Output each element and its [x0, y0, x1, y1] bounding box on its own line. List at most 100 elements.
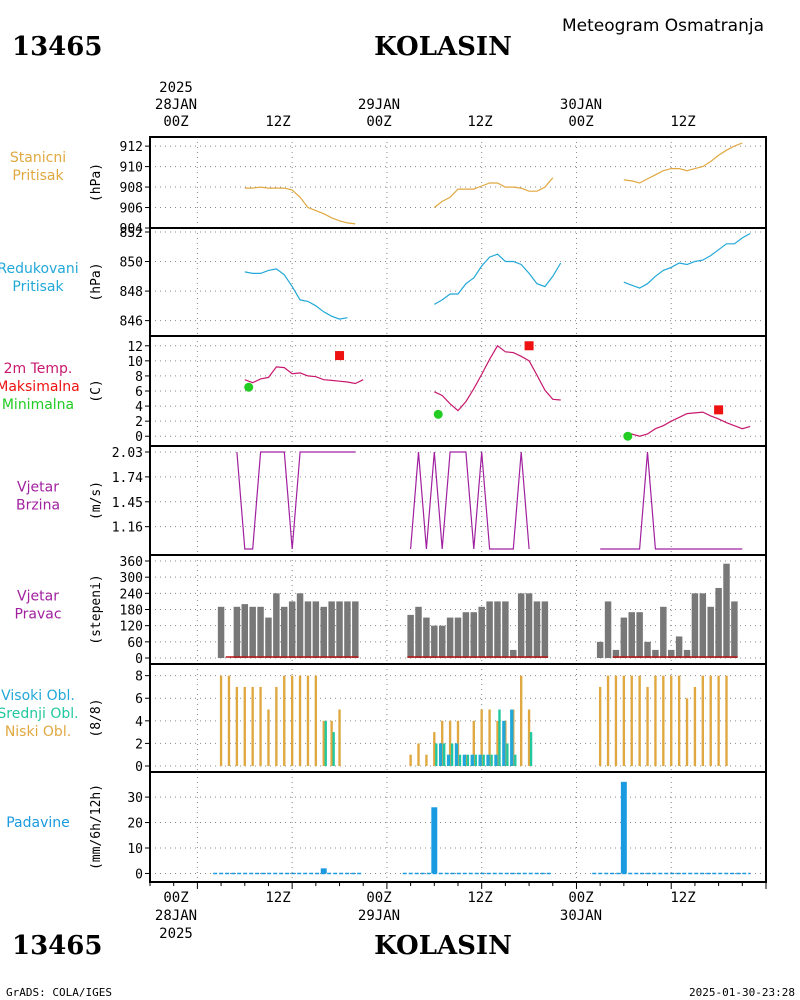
- mid-cloud-bar: [435, 743, 438, 766]
- precip-bar: [320, 868, 327, 874]
- top-date-2: 29JAN: [358, 97, 400, 113]
- mid-cloud-bar: [529, 732, 533, 766]
- top-tick-3: 00Z: [366, 114, 391, 130]
- wind-direction-bar: [541, 601, 549, 658]
- y-tick-label: 180: [120, 604, 143, 619]
- footer-credit: GrADS: COLA/IGES: [6, 986, 112, 999]
- low-cloud-bar: [519, 675, 523, 766]
- precip-bar: [620, 781, 627, 874]
- high-cloud-bar: [470, 754, 474, 766]
- y-tick-label: 10: [127, 355, 143, 370]
- y-tick-label: 1.16: [112, 521, 143, 536]
- wind-direction-bar: [612, 649, 620, 658]
- y-tick-label: 846: [120, 315, 143, 330]
- wind-direction-bar: [352, 601, 359, 658]
- panel-label: Visoki Obl.: [1, 688, 75, 704]
- panel-label: Pritisak: [12, 168, 64, 184]
- wind-direction-bar: [644, 641, 651, 658]
- wind-speed-line: [410, 451, 530, 550]
- wind-direction-bar: [462, 612, 470, 658]
- panel-frame: [149, 136, 767, 229]
- reduced-pressure-line: [244, 268, 348, 320]
- unit-label: (stepeni): [89, 574, 104, 644]
- temperature-line: [434, 344, 561, 412]
- y-tick-label: 1.45: [112, 496, 143, 511]
- mid-cloud-bar: [466, 754, 470, 766]
- wind-direction-bar: [217, 606, 225, 658]
- reduced-pressure-line: [434, 253, 562, 305]
- low-cloud-bar: [662, 675, 665, 766]
- low-cloud-bar: [622, 675, 626, 766]
- top-tick-6: 12Z: [670, 114, 695, 130]
- wind-direction-bar: [320, 606, 327, 658]
- high-cloud-bar: [454, 743, 459, 766]
- panel-frame: [149, 445, 767, 556]
- high-cloud-bar: [446, 754, 451, 766]
- wind-direction-bar: [628, 612, 635, 658]
- mid-cloud-bar: [514, 754, 517, 766]
- y-tick-label: 0: [135, 760, 143, 775]
- mid-cloud-bar: [324, 720, 327, 766]
- low-cloud-bar: [267, 709, 270, 766]
- low-cloud-bar: [693, 686, 697, 766]
- mid-cloud-bar: [458, 754, 462, 766]
- wind-direction-bar: [336, 601, 343, 658]
- y-tick-label: 908: [120, 181, 143, 196]
- bottom-tick-2: 12Z: [265, 890, 290, 906]
- low-cloud-bar: [480, 709, 483, 766]
- low-cloud-bar: [275, 686, 278, 766]
- mid-cloud-bar: [498, 709, 501, 766]
- wind-speed-line: [236, 451, 356, 550]
- panel-label: Pritisak: [12, 279, 64, 295]
- wind-direction-bar: [723, 563, 730, 658]
- wind-direction-bar: [486, 601, 493, 658]
- wind-direction-bar: [691, 593, 699, 658]
- wind-direction-bar: [604, 601, 612, 658]
- low-cloud-bar: [654, 675, 657, 766]
- wind-direction-bar: [660, 606, 667, 658]
- tmax-marker: [335, 351, 345, 361]
- low-cloud-bar: [417, 743, 420, 766]
- panels: 912 910 908 906 904 (hPa) Stanicni Pritisak 852 8…: [0, 136, 767, 889]
- low-cloud-bar: [290, 675, 294, 766]
- y-tick-label: 20: [127, 817, 143, 832]
- wind-direction-bar: [620, 617, 628, 658]
- top-date-1: 28JAN: [155, 97, 197, 113]
- wind-direction-bar: [502, 601, 509, 658]
- unit-label: (hPa): [89, 163, 104, 202]
- y-tick-label: 2: [135, 415, 143, 430]
- low-cloud-bar: [496, 720, 499, 766]
- wind-direction-bar: [257, 606, 264, 658]
- wind-direction-bar: [241, 604, 249, 658]
- high-cloud-bar: [486, 754, 490, 766]
- y-tick-label: 30: [127, 791, 143, 806]
- wind-direction-bar: [273, 593, 280, 658]
- tmax-marker: [524, 341, 534, 351]
- wind-direction-bar: [446, 617, 454, 658]
- low-cloud-bar: [606, 675, 610, 766]
- panel-label: Maksimalna: [0, 379, 80, 395]
- panel-frame: [149, 335, 767, 447]
- y-tick-label: 906: [120, 202, 143, 217]
- reduced-pressure-line: [623, 232, 751, 289]
- low-cloud-bar: [527, 709, 531, 766]
- high-cloud-bar: [494, 754, 498, 766]
- wind-direction-bar: [675, 636, 683, 658]
- wind-direction-bar: [470, 612, 478, 658]
- y-tick-label: 904: [120, 222, 144, 237]
- tmin-marker: [623, 431, 633, 441]
- high-cloud-bar: [478, 754, 482, 766]
- panel-label: 2m Temp.: [4, 361, 73, 377]
- low-cloud-bar: [709, 675, 712, 766]
- mid-cloud-bar: [506, 743, 509, 766]
- y-tick-label: 0: [135, 652, 143, 667]
- y-tick-label: 8: [135, 370, 143, 385]
- tmax-marker: [714, 405, 724, 415]
- low-cloud-bar: [685, 698, 689, 766]
- wind-direction-bar: [296, 593, 304, 658]
- y-tick-label: 240: [120, 587, 143, 602]
- panel-frame: [149, 771, 767, 883]
- low-cloud-bar: [646, 686, 649, 766]
- top-tick-1: 00Z: [163, 114, 188, 130]
